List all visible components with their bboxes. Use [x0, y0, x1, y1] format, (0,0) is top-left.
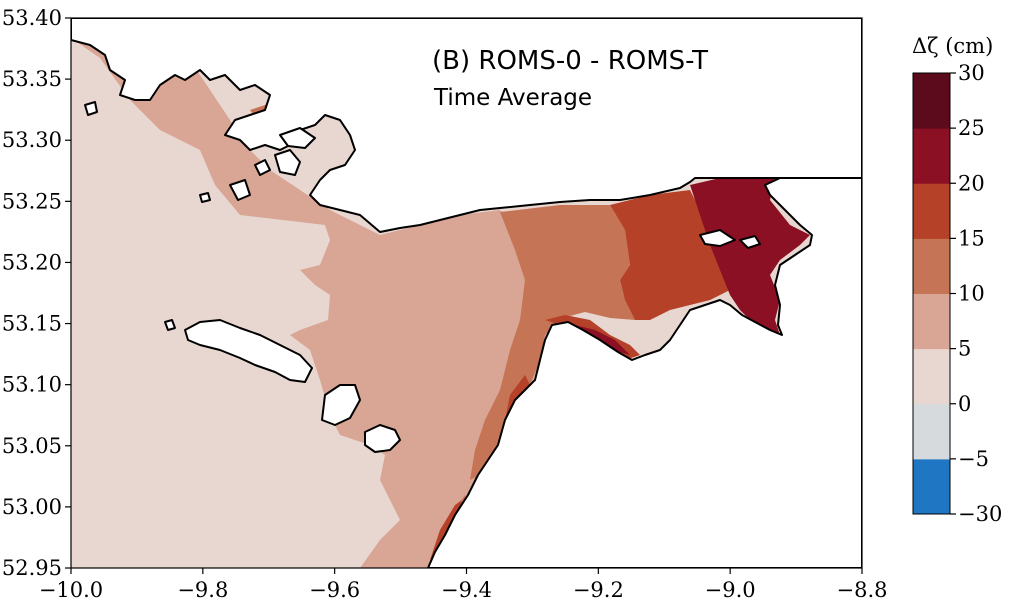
- x-tick-label: −8.8: [837, 578, 888, 602]
- colorbar-tick-label: 5: [958, 337, 971, 361]
- land-inishmaan: [321, 384, 361, 426]
- chart-subtitle: Time Average: [433, 85, 592, 111]
- colorbar-tick-label: 25: [958, 116, 985, 140]
- land-island-f: [699, 229, 736, 247]
- x-axis: −10.0 −9.8 −9.6 −9.4 −9.2 −9.0 −8.8: [39, 568, 888, 602]
- x-tick-label: −9.8: [177, 578, 228, 602]
- colorbar-segment: [913, 293, 950, 350]
- land-island-g: [739, 235, 761, 249]
- land-burren: [427, 177, 862, 568]
- colorbar-segment: [913, 238, 950, 294]
- colorbar-tick-label: 20: [958, 171, 985, 195]
- colorbar-segment: [913, 128, 950, 184]
- y-tick-label: 53.00: [2, 495, 62, 519]
- colorbar-segment: [913, 403, 950, 460]
- colorbar-tick-label: 30: [958, 61, 985, 85]
- field-region-15-20: [290, 60, 730, 568]
- y-tick-label: 53.30: [2, 128, 62, 152]
- land-island-c: [229, 179, 251, 201]
- x-tick-label: −9.6: [309, 578, 360, 602]
- land-inisheer: [364, 424, 401, 453]
- colorbar-tick-label: −5: [958, 447, 989, 471]
- colorbar: Δζ (cm) −30 −5 0 5 10 15 20 25 30: [912, 34, 1002, 526]
- y-tick-label: 53.10: [2, 373, 62, 397]
- land-island-a: [274, 149, 301, 176]
- colorbar-tick-label: 10: [958, 282, 985, 306]
- x-tick-label: −9.0: [705, 578, 756, 602]
- x-tick-label: −10.0: [39, 578, 103, 602]
- land-inishmore: [184, 319, 313, 383]
- x-tick-label: −9.4: [441, 578, 492, 602]
- y-tick-label: 53.05: [2, 434, 62, 458]
- colorbar-tick-label: 0: [958, 392, 971, 416]
- colorbar-tick-label: −30: [958, 502, 1002, 526]
- field-region-10-15: [160, 22, 635, 568]
- colorbar-tick-label: 15: [958, 226, 985, 250]
- land-island-e: [84, 101, 98, 116]
- land-island-h: [164, 319, 176, 331]
- chart-title: (B) ROMS-0 - ROMS-T: [432, 46, 708, 76]
- y-tick-label: 53.40: [2, 6, 62, 30]
- colorbar-segment: [913, 348, 950, 405]
- y-tick-label: 53.15: [2, 312, 62, 336]
- colorbar-segment: [913, 183, 950, 239]
- land-island-b: [254, 159, 271, 176]
- y-tick-label: 52.95: [2, 556, 62, 580]
- colorbar-title: Δζ (cm): [912, 34, 993, 58]
- y-tick-label: 53.35: [2, 67, 62, 91]
- x-tick-label: −9.2: [573, 578, 624, 602]
- y-tick-label: 53.20: [2, 250, 62, 274]
- field-region-20-25: [575, 175, 810, 355]
- land-island-d: [279, 127, 316, 149]
- land-connemara: [71, 18, 862, 233]
- y-tick-label: 53.25: [2, 189, 62, 213]
- y-axis: 52.95 53.00 53.05 53.10 53.15 53.20 53.25 53.30…: [2, 6, 71, 580]
- land-masses: [71, 18, 862, 568]
- colorbar-segment: [913, 73, 950, 129]
- land-island-i: [199, 192, 211, 203]
- colorbar-segment: [913, 458, 950, 515]
